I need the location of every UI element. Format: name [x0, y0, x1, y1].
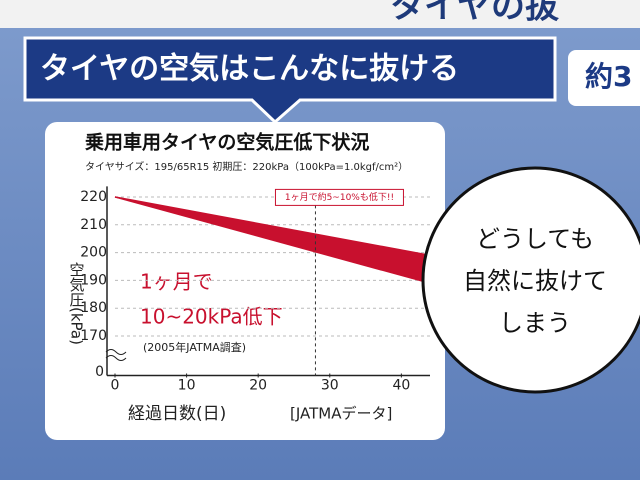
annotation-box	[274, 188, 404, 206]
x-tick-label: 10	[178, 378, 196, 394]
top-text: タイヤの抜	[390, 0, 559, 27]
source-note: (2005年JATMA調査)	[143, 340, 246, 354]
x-axis-note: [JATMAデータ]	[290, 405, 392, 423]
top-strip	[0, 0, 640, 28]
banner-text: タイヤの空気はこんなに抜ける	[40, 52, 459, 87]
banner	[23, 36, 557, 125]
bubble-text: 自然に抜けて	[463, 267, 607, 295]
band-edge	[114, 196, 431, 257]
y-tick-label: 170	[80, 328, 107, 344]
x-tick-label: 40	[392, 378, 410, 394]
x-tick-label: 0	[111, 378, 120, 394]
y-tick-label: 180	[80, 300, 107, 316]
speech-bubble	[421, 166, 640, 394]
y-tick-label: 220	[80, 189, 107, 205]
y-tick-label: 190	[80, 272, 107, 288]
bubble-text: しまう	[499, 309, 571, 337]
y-axis-label: 空気圧(kPa)	[68, 262, 86, 345]
y-tick-label: 210	[80, 217, 107, 233]
bubble-text: どうしても	[476, 225, 594, 253]
note: 1ヶ月で	[140, 270, 213, 294]
y-tick-label: 200	[80, 245, 107, 261]
chart-title: 乗用車用タイヤの空気圧低下状況	[85, 131, 369, 154]
banner-right-text: 約3	[585, 60, 632, 93]
annotation: 1ヶ月で約5~10%も低下!!	[285, 191, 394, 203]
y-origin-label: 0	[95, 364, 104, 380]
banner-right-box	[568, 50, 640, 106]
x-axis-label: 経過日数(日)	[128, 404, 226, 424]
x-tick-label: 20	[249, 378, 267, 394]
chart-subtitle: タイヤサイズ：195/65R15 初期圧：220kPa（100kPa=1.0kg…	[85, 160, 408, 173]
axis-break	[105, 349, 127, 361]
x-tick-label: 30	[321, 378, 339, 394]
band-edge	[114, 196, 431, 284]
